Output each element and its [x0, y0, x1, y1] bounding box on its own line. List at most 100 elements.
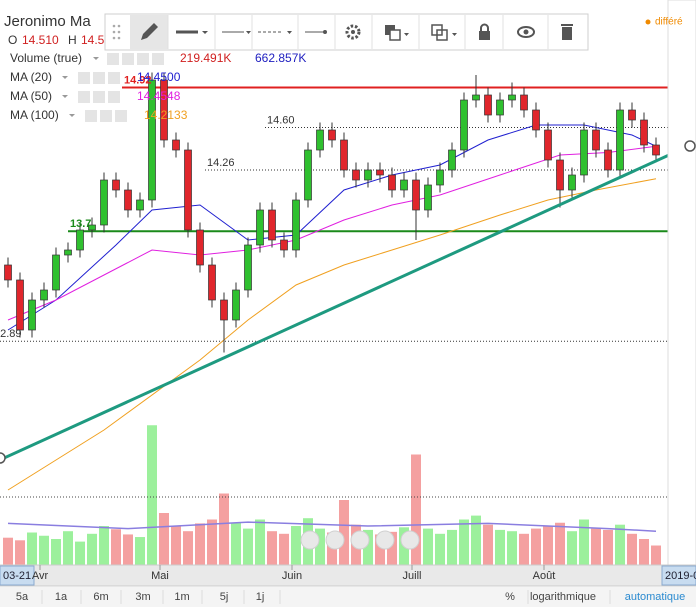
group-button[interactable]: [431, 24, 448, 41]
volume-bar: [591, 528, 601, 565]
scale-option[interactable]: logarithmique: [530, 591, 596, 603]
volume-bar: [87, 533, 97, 565]
nav-button[interactable]: [350, 530, 370, 550]
volume-bar: [231, 522, 241, 565]
volume-bar: [51, 538, 61, 565]
order-button[interactable]: [385, 25, 401, 41]
volume-bar: [15, 540, 25, 565]
x-tick-label: 03-21: [3, 570, 31, 582]
volume-bar: [255, 519, 265, 565]
candle-body: [628, 109, 636, 121]
volume-bar: [75, 541, 85, 565]
lock-button[interactable]: [479, 23, 490, 41]
period-button[interactable]: 5j: [220, 591, 229, 603]
nav-button[interactable]: [400, 530, 420, 550]
level-label: 14.60: [267, 114, 295, 126]
volume-bar: [135, 537, 145, 565]
volume-bar: [291, 525, 301, 565]
candle-body: [580, 129, 588, 176]
legend-caret: [62, 95, 68, 98]
candle-body: [64, 249, 72, 256]
candle-body: [592, 129, 600, 151]
candle-body: [232, 289, 240, 321]
volume-bar: [243, 528, 253, 565]
legend-ma-name: MA (20): [10, 70, 52, 84]
period-button[interactable]: 6m: [93, 591, 108, 603]
nav-button[interactable]: [300, 530, 320, 550]
plot-area: [0, 72, 681, 565]
volume-bar: [471, 515, 481, 565]
candle-body: [532, 109, 540, 131]
volume-bar: [27, 532, 37, 565]
legend-caret: [62, 76, 68, 79]
candle-body: [640, 119, 648, 146]
scale-option[interactable]: automatique: [625, 591, 686, 603]
open-label: O: [8, 33, 17, 47]
nav-button[interactable]: [375, 530, 395, 550]
period-button[interactable]: 1m: [174, 591, 189, 603]
candle-body: [460, 99, 468, 151]
candle-body: [208, 264, 216, 301]
legend-icons: [78, 53, 164, 122]
level-label: 12.89: [0, 328, 22, 340]
candle-body: [448, 149, 456, 171]
volume-bar: [183, 531, 193, 565]
level-label: 14.26: [207, 157, 235, 169]
candle-body: [304, 149, 312, 201]
visibility-button[interactable]: [517, 26, 535, 38]
period-button[interactable]: 1a: [55, 591, 68, 603]
candle-body: [256, 209, 264, 246]
candle-body: [268, 209, 276, 241]
volume-bar: [543, 525, 553, 565]
volume-bar: [147, 425, 157, 565]
candle-body: [376, 169, 384, 176]
x-axis-cursor: [0, 565, 35, 586]
candle-body: [412, 179, 420, 211]
scale-option[interactable]: %: [505, 591, 515, 603]
volume-bar: [567, 531, 577, 565]
candle-body: [196, 229, 204, 266]
volume-bar: [363, 529, 373, 565]
volume-bar: [519, 533, 529, 565]
moving-average: [7, 124, 657, 331]
x-tick-label: Mai: [151, 570, 169, 582]
trendline-handle[interactable]: [684, 140, 696, 152]
legend-ma-name: MA (50): [10, 89, 52, 103]
period-button[interactable]: 5a: [16, 591, 29, 603]
level-label: 14.92: [124, 74, 152, 86]
volume-bar: [99, 525, 109, 565]
period-button[interactable]: 3m: [135, 591, 150, 603]
volume-bar: [219, 493, 229, 565]
volume-bar: [579, 519, 589, 565]
settings-button[interactable]: [345, 24, 361, 40]
x-axis-cursor: [661, 565, 696, 586]
candle-body: [328, 129, 336, 141]
volume-bar: [639, 538, 649, 565]
high-value: 14.51: [81, 33, 111, 47]
candle-body: [484, 94, 492, 116]
volume-bar: [615, 524, 625, 565]
volume-average: [7, 521, 657, 532]
candle-body: [112, 179, 120, 191]
volume-buttons: [300, 530, 420, 550]
nav-button[interactable]: [325, 530, 345, 550]
volume-bar: [375, 534, 385, 565]
legend-caret: [93, 57, 99, 60]
volume-bar: [159, 512, 169, 565]
price-axis: [667, 0, 696, 566]
candle-body: [388, 174, 396, 191]
trendline-handle[interactable]: [0, 452, 6, 464]
volume-bar: [603, 529, 613, 565]
candle-body: [544, 129, 552, 161]
volume-bar: [447, 529, 457, 565]
candle-body: [160, 79, 168, 141]
volume-bar: [207, 519, 217, 565]
period-button[interactable]: 1j: [256, 591, 265, 603]
line-end-button[interactable]: [305, 30, 327, 34]
candle-body: [520, 94, 528, 111]
delete-button[interactable]: [561, 24, 573, 40]
volume-bar: [267, 531, 277, 565]
moving-average: [7, 178, 657, 491]
candle-body: [352, 169, 360, 181]
